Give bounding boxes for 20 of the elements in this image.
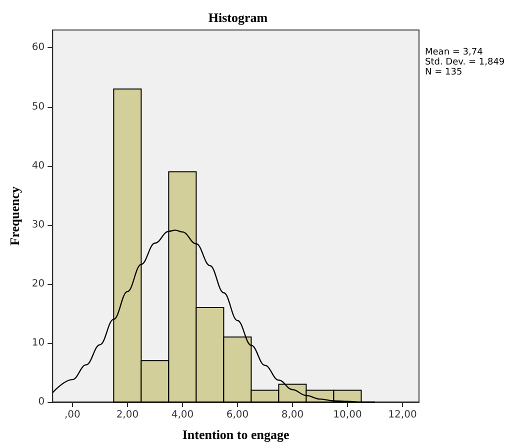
y-tick-label: 0 — [38, 396, 45, 408]
y-tick-label: 20 — [32, 278, 45, 290]
x-tick-label: ,00 — [64, 410, 80, 420]
y-tick-label: 60 — [32, 42, 45, 54]
x-tick-label: 4,00 — [171, 410, 194, 420]
x-tick-label: 12,00 — [388, 410, 417, 420]
text: N = 135 — [425, 68, 462, 78]
y-tick-label: 10 — [32, 337, 45, 348]
x-tick-label: 2,00 — [116, 410, 139, 420]
x-tick-label: 6,00 — [226, 410, 249, 420]
x-axis-title: Intention to engage — [182, 427, 290, 442]
y-tick-label: 30 — [32, 219, 45, 230]
y-tick-label: 40 — [32, 160, 45, 172]
chart-title: Histogram — [208, 10, 268, 25]
text: Std. Dev. = 1,849 — [425, 58, 505, 68]
x-tick-label: 8,00 — [281, 410, 304, 420]
y-tick-label: 50 — [32, 101, 45, 112]
y-axis-title: Frequency — [7, 186, 22, 246]
text: Mean = 3,74 — [425, 48, 484, 58]
x-tick-label: 10,00 — [333, 410, 362, 420]
